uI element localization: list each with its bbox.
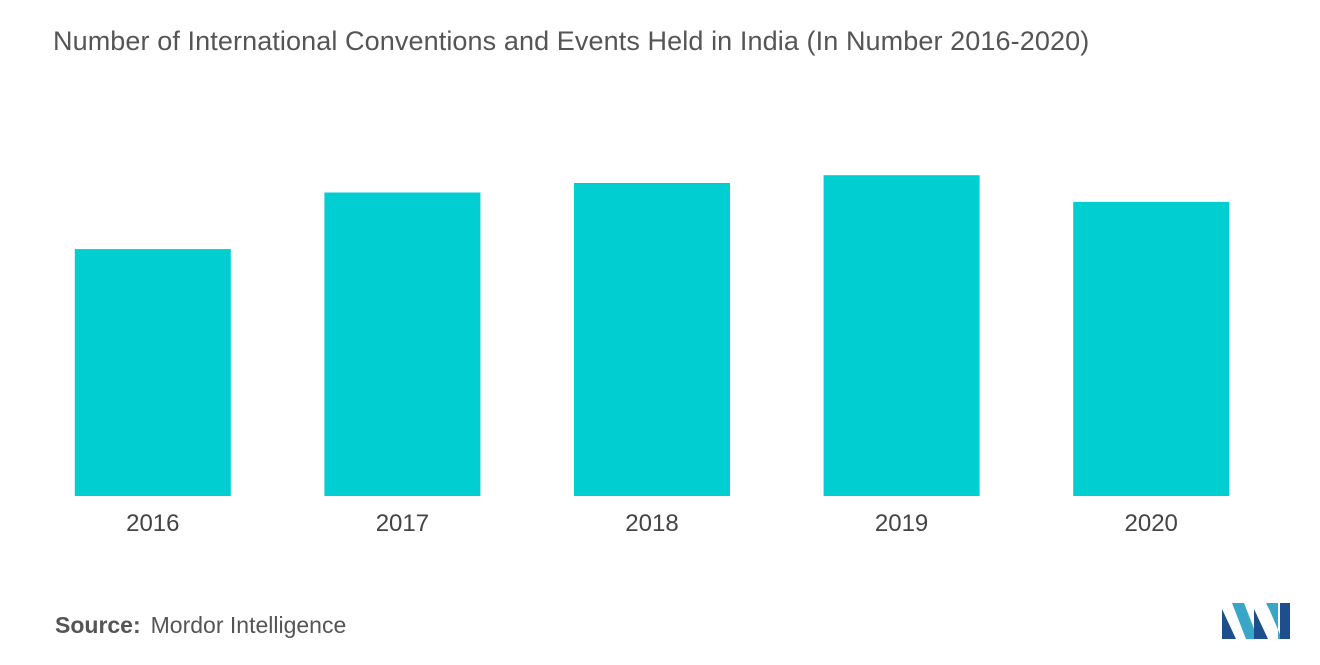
bar-2017 bbox=[324, 192, 481, 496]
logo-shape-1 bbox=[1222, 609, 1236, 639]
chart-title: Number of International Conventions and … bbox=[53, 26, 1090, 56]
x-tick-label-2018: 2018 bbox=[625, 510, 678, 537]
logo-shape-5 bbox=[1280, 603, 1290, 639]
source-label: Source: bbox=[55, 612, 141, 638]
logo-shape-4 bbox=[1266, 603, 1282, 639]
bar-2016 bbox=[74, 249, 231, 496]
logo-shape-3 bbox=[1254, 609, 1268, 639]
bar-2018 bbox=[574, 183, 730, 496]
x-axis-tick-labels: 2016 2017 2018 2019 2020 bbox=[126, 510, 1178, 537]
source-value: Mordor Intelligence bbox=[150, 612, 347, 638]
x-tick-label-2016: 2016 bbox=[126, 510, 179, 537]
logo-shape-2 bbox=[1232, 603, 1258, 639]
mordor-intelligence-logo-icon bbox=[1222, 603, 1290, 639]
bars-layer bbox=[74, 175, 1230, 496]
x-tick-label-2020: 2020 bbox=[1125, 510, 1178, 537]
x-tick-label-2019: 2019 bbox=[875, 510, 928, 537]
bar-2019 bbox=[823, 175, 980, 496]
x-tick-label-2017: 2017 bbox=[376, 510, 429, 537]
source-note: Source: Mordor Intelligence bbox=[55, 612, 346, 639]
bar-2020 bbox=[1073, 201, 1230, 496]
